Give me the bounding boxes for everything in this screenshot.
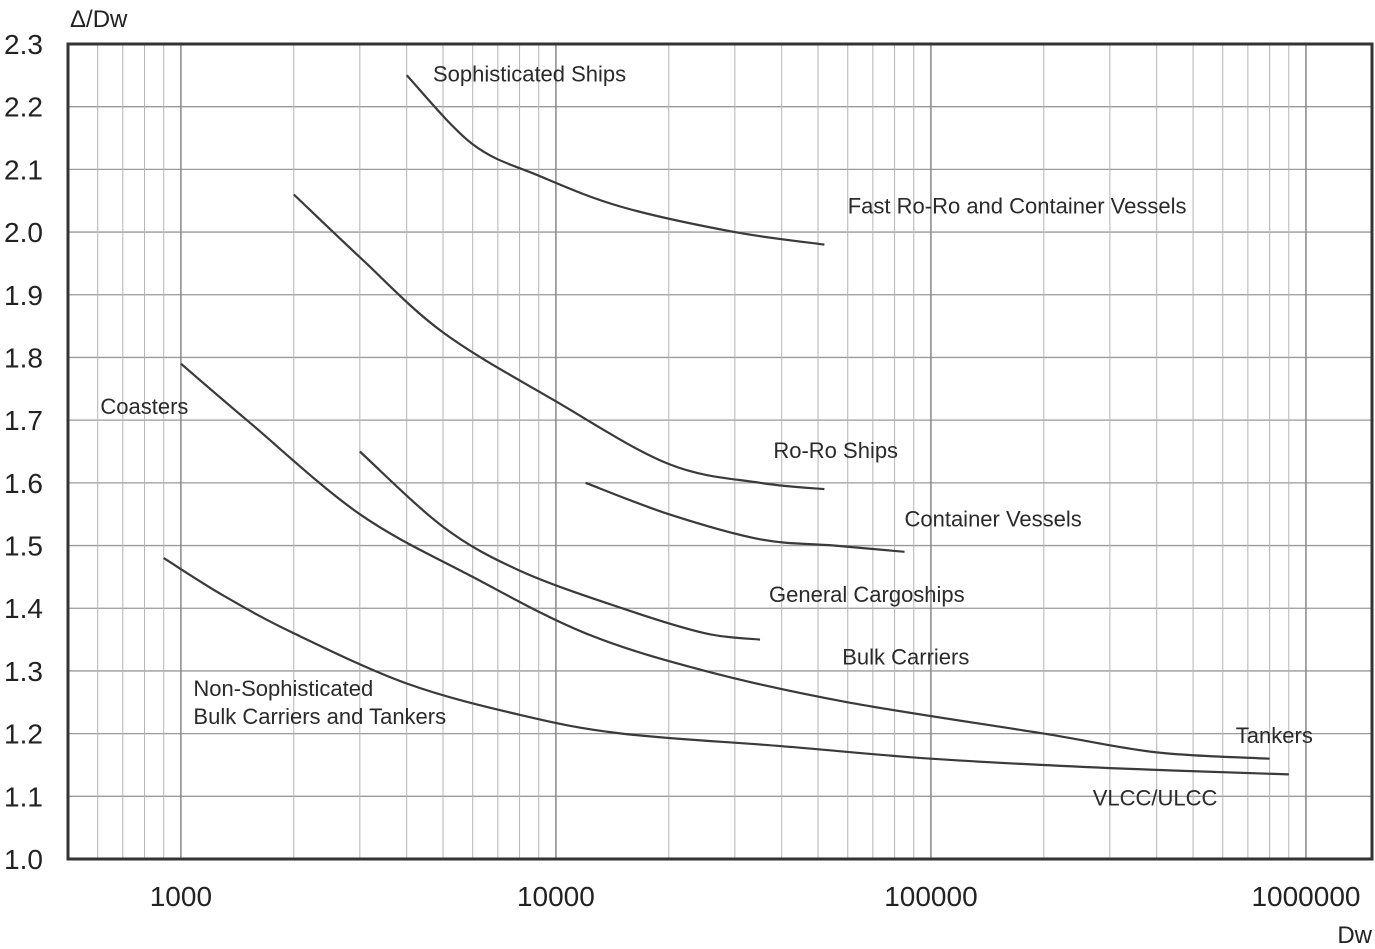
curve-label: Non-Sophisticated [193, 676, 373, 701]
series-line-container-vessels [585, 481, 905, 553]
series-line-sophisticated-ships [405, 74, 825, 246]
curve-label: VLCC/ULCC [1093, 786, 1218, 811]
curve-label: Tankers [1236, 723, 1313, 748]
y-tick-label: 2.1 [4, 154, 43, 185]
curve-label: Bulk Carriers [842, 645, 969, 670]
y-tick-label: 1.9 [4, 280, 43, 311]
y-tick-label: 1.0 [4, 844, 43, 875]
y-tick-label: 1.1 [4, 781, 43, 812]
series-line-non-sophisticated-bulk-carriers-and-tankers [163, 557, 1289, 776]
curve-label: Sophisticated Ships [433, 62, 626, 87]
curve-label: Ro-Ro Ships [773, 438, 898, 463]
y-tick-label: 1.7 [4, 405, 43, 436]
series-line-coasters [180, 362, 1270, 760]
y-tick-label: 2.0 [4, 217, 43, 248]
curve-label: Coasters [100, 394, 188, 419]
y-tick-label: 1.4 [4, 593, 43, 624]
curve-label: Fast Ro-Ro and Container Vessels [848, 193, 1187, 218]
y-tick-label: 1.5 [4, 531, 43, 562]
y-tick-label: 1.3 [4, 656, 43, 687]
y-tick-label: 2.2 [4, 92, 43, 123]
curve-label: General Cargoships [769, 582, 965, 607]
plot-frame [66, 42, 1374, 861]
y-tick-label: 2.3 [4, 29, 43, 60]
curve-labels: Sophisticated Ships Fast Ro-Ro and Contai… [100, 62, 1312, 811]
tick-labels: 2.3 2.2 2.1 2.0 1.9 1.8 1.7 1.6 1.5 1.4 1.3 1.2 1.1 1… [4, 29, 1360, 912]
y-axis-title: Δ/Dw [70, 6, 128, 33]
curve-label: Bulk Carriers and Tankers [193, 704, 446, 729]
series-line-general-cargoships [359, 450, 761, 641]
y-tick-label: 1.6 [4, 468, 43, 499]
curve-label: Container Vessels [904, 507, 1081, 532]
x-tick-label: 10000 [517, 881, 595, 912]
x-tick-label: 100000 [884, 881, 977, 912]
x-tick-label: 1000000 [1251, 881, 1360, 912]
y-tick-label: 1.2 [4, 719, 43, 750]
x-tick-label: 1000 [150, 881, 212, 912]
series-layer [163, 74, 1289, 776]
x-axis-title: Dw [1337, 922, 1372, 949]
series-line-ro-ro-ships [293, 193, 825, 491]
y-tick-label: 1.8 [4, 342, 43, 373]
